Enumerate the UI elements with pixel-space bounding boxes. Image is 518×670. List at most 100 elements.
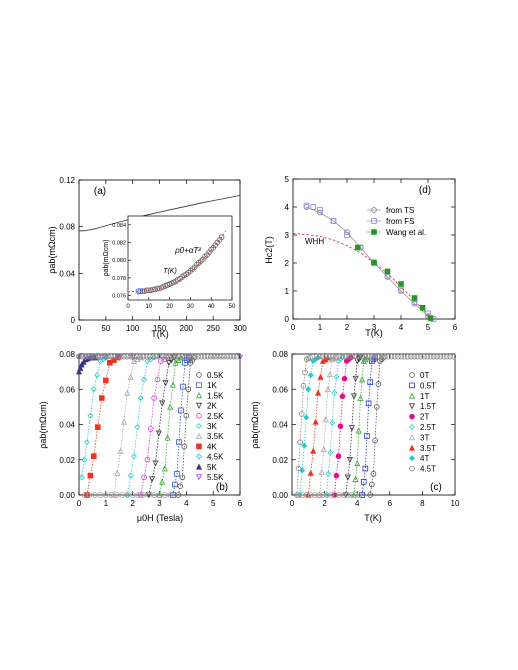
panel-c-normal-state-point [417,353,424,360]
panel-b-legend-marker [196,382,202,388]
inset-x-tick-label: 10 [145,304,152,310]
panel-b-zero-point [97,492,104,498]
panel-c-zero-point [348,492,355,498]
panel-b-normal-state-point [217,353,224,360]
panel-c-x-tick-label: 2 [322,499,327,508]
panel-c-legend-marker [409,455,415,462]
panel-c-normal-state-point [316,353,323,360]
panel-c-normal-state-point [427,353,434,360]
inset-data-point [150,286,156,293]
panel-a-x-tick-label: 300 [233,324,247,333]
panel-b-x-tick-label: 1 [104,499,109,508]
panel-b-data-point [175,492,182,498]
panel-c-normal-state-point [434,353,440,360]
panel-b-normal-state-point [198,353,205,360]
panel-c-data-point [297,439,303,445]
panel-b-normal-state-point [208,353,214,360]
panel-c-legend-entry: 3T [420,433,429,442]
panel-c-zero-point [344,492,351,498]
panel-c-data-point [335,453,342,460]
panel-b-normal-state-point [188,353,195,360]
panel-d-label: (d) [419,185,431,196]
panel-a-x-tick-label: 200 [180,324,194,333]
panel-c-data-point [322,415,329,423]
panel-c-data-point [295,465,302,472]
panel-b-data-point [167,403,174,410]
panel-c-zero-point [299,492,306,498]
inset-y-tick-label: 0.082 [112,241,126,247]
panel-c-normal-state-point [447,353,453,360]
panel-c-normal-state-point [408,353,414,360]
panel-b-data-point [75,368,83,375]
panel-c-legend-marker [409,382,415,389]
panel-c-data-point [367,492,374,498]
inset-x-tick-label: 40 [208,304,215,310]
panel-b-normal-state-point [166,353,172,360]
panel-c-data-point [337,356,344,363]
panel-b-zero-point [81,492,88,498]
panel-c-data-point [364,433,370,439]
panel-b-zero-point [86,492,93,498]
panel-b-normal-state-point [147,353,153,360]
panel-b-normal-state-point [224,353,230,360]
panel-b-y-tick-label: 0.02 [59,456,75,465]
panel-b-legend-marker [196,423,202,429]
panel-c-data-point [294,492,300,498]
panel-c-data-point [365,400,372,407]
panel-b-normal-state-point [134,353,140,360]
panel-c-data-point [367,379,374,385]
panel-d-wang-point [398,281,404,287]
panel-c-data-point [360,478,367,485]
panel-b-zero-point [135,492,141,498]
panel-b-data-point [152,460,159,467]
panel-c-normal-state-point [401,353,408,360]
panel-c-data-point [324,385,331,393]
panel-c-normal-state-point [339,353,346,360]
panel-c-normal-state-point [391,353,398,360]
panel-b-data-point [172,481,178,488]
panel-b-data-point [180,383,186,390]
panel-b-data-point [141,474,147,481]
panel-b-zero-point [92,492,98,498]
panel-c-data-point [300,382,307,389]
panel-c-zero-point [295,492,302,498]
panel-c-normal-state-point [349,353,356,360]
panel-d-x-tick-label: 1 [318,323,323,332]
panel-b-data-point [94,372,101,379]
panel-b-normal-state-point [79,353,86,360]
panel-b-data-point [165,360,172,367]
panel-b-data-point [120,418,127,425]
panel-a-y-tick-label: 0.12 [59,176,75,185]
panel-b-normal-state-point [233,353,240,360]
panel-c-normal-state-point [450,353,457,360]
panel-b-data-point [179,474,186,481]
panel-c-data-point [325,470,332,477]
panel-c-normal-state-point [372,353,378,360]
panel-b-data-point [155,430,162,437]
panel-c-normal-state-point [440,353,447,360]
panel-c-data-point [307,372,314,379]
panel-d-plot-frame [292,178,456,320]
panel-b-y-tick-label: 0.04 [59,421,75,430]
panel-c-normal-state-point [352,353,359,360]
panel-b-normal-state-point [118,353,124,360]
panel-b-data-point [131,453,137,460]
panel-c-data-point [330,355,338,362]
panel-c-legend-marker [409,465,415,472]
panel-b-data-point [183,412,190,419]
panel-b-normal-state-point [105,353,111,360]
panel-c-data-point [352,375,359,382]
panel-b-normal-state-point [195,353,201,360]
panel-c-x-tick-label: 8 [420,499,425,508]
panel-b-data-point [90,386,97,393]
panel-a-x-tick-label: 50 [101,324,110,333]
panel-c-y-tick-label: 0.06 [272,385,288,394]
panel-b-data-point [176,439,182,445]
panel-c-x-axis-label: T(K) [364,513,382,523]
panel-b-data-point [90,453,97,460]
panel-b-legend-marker [196,372,202,378]
panel-c-legend-entry: 2.5T [420,423,436,432]
panel-d-wang-point [354,244,361,251]
panel-d-wang-point [427,315,434,321]
panel-c-data-point [337,423,344,430]
